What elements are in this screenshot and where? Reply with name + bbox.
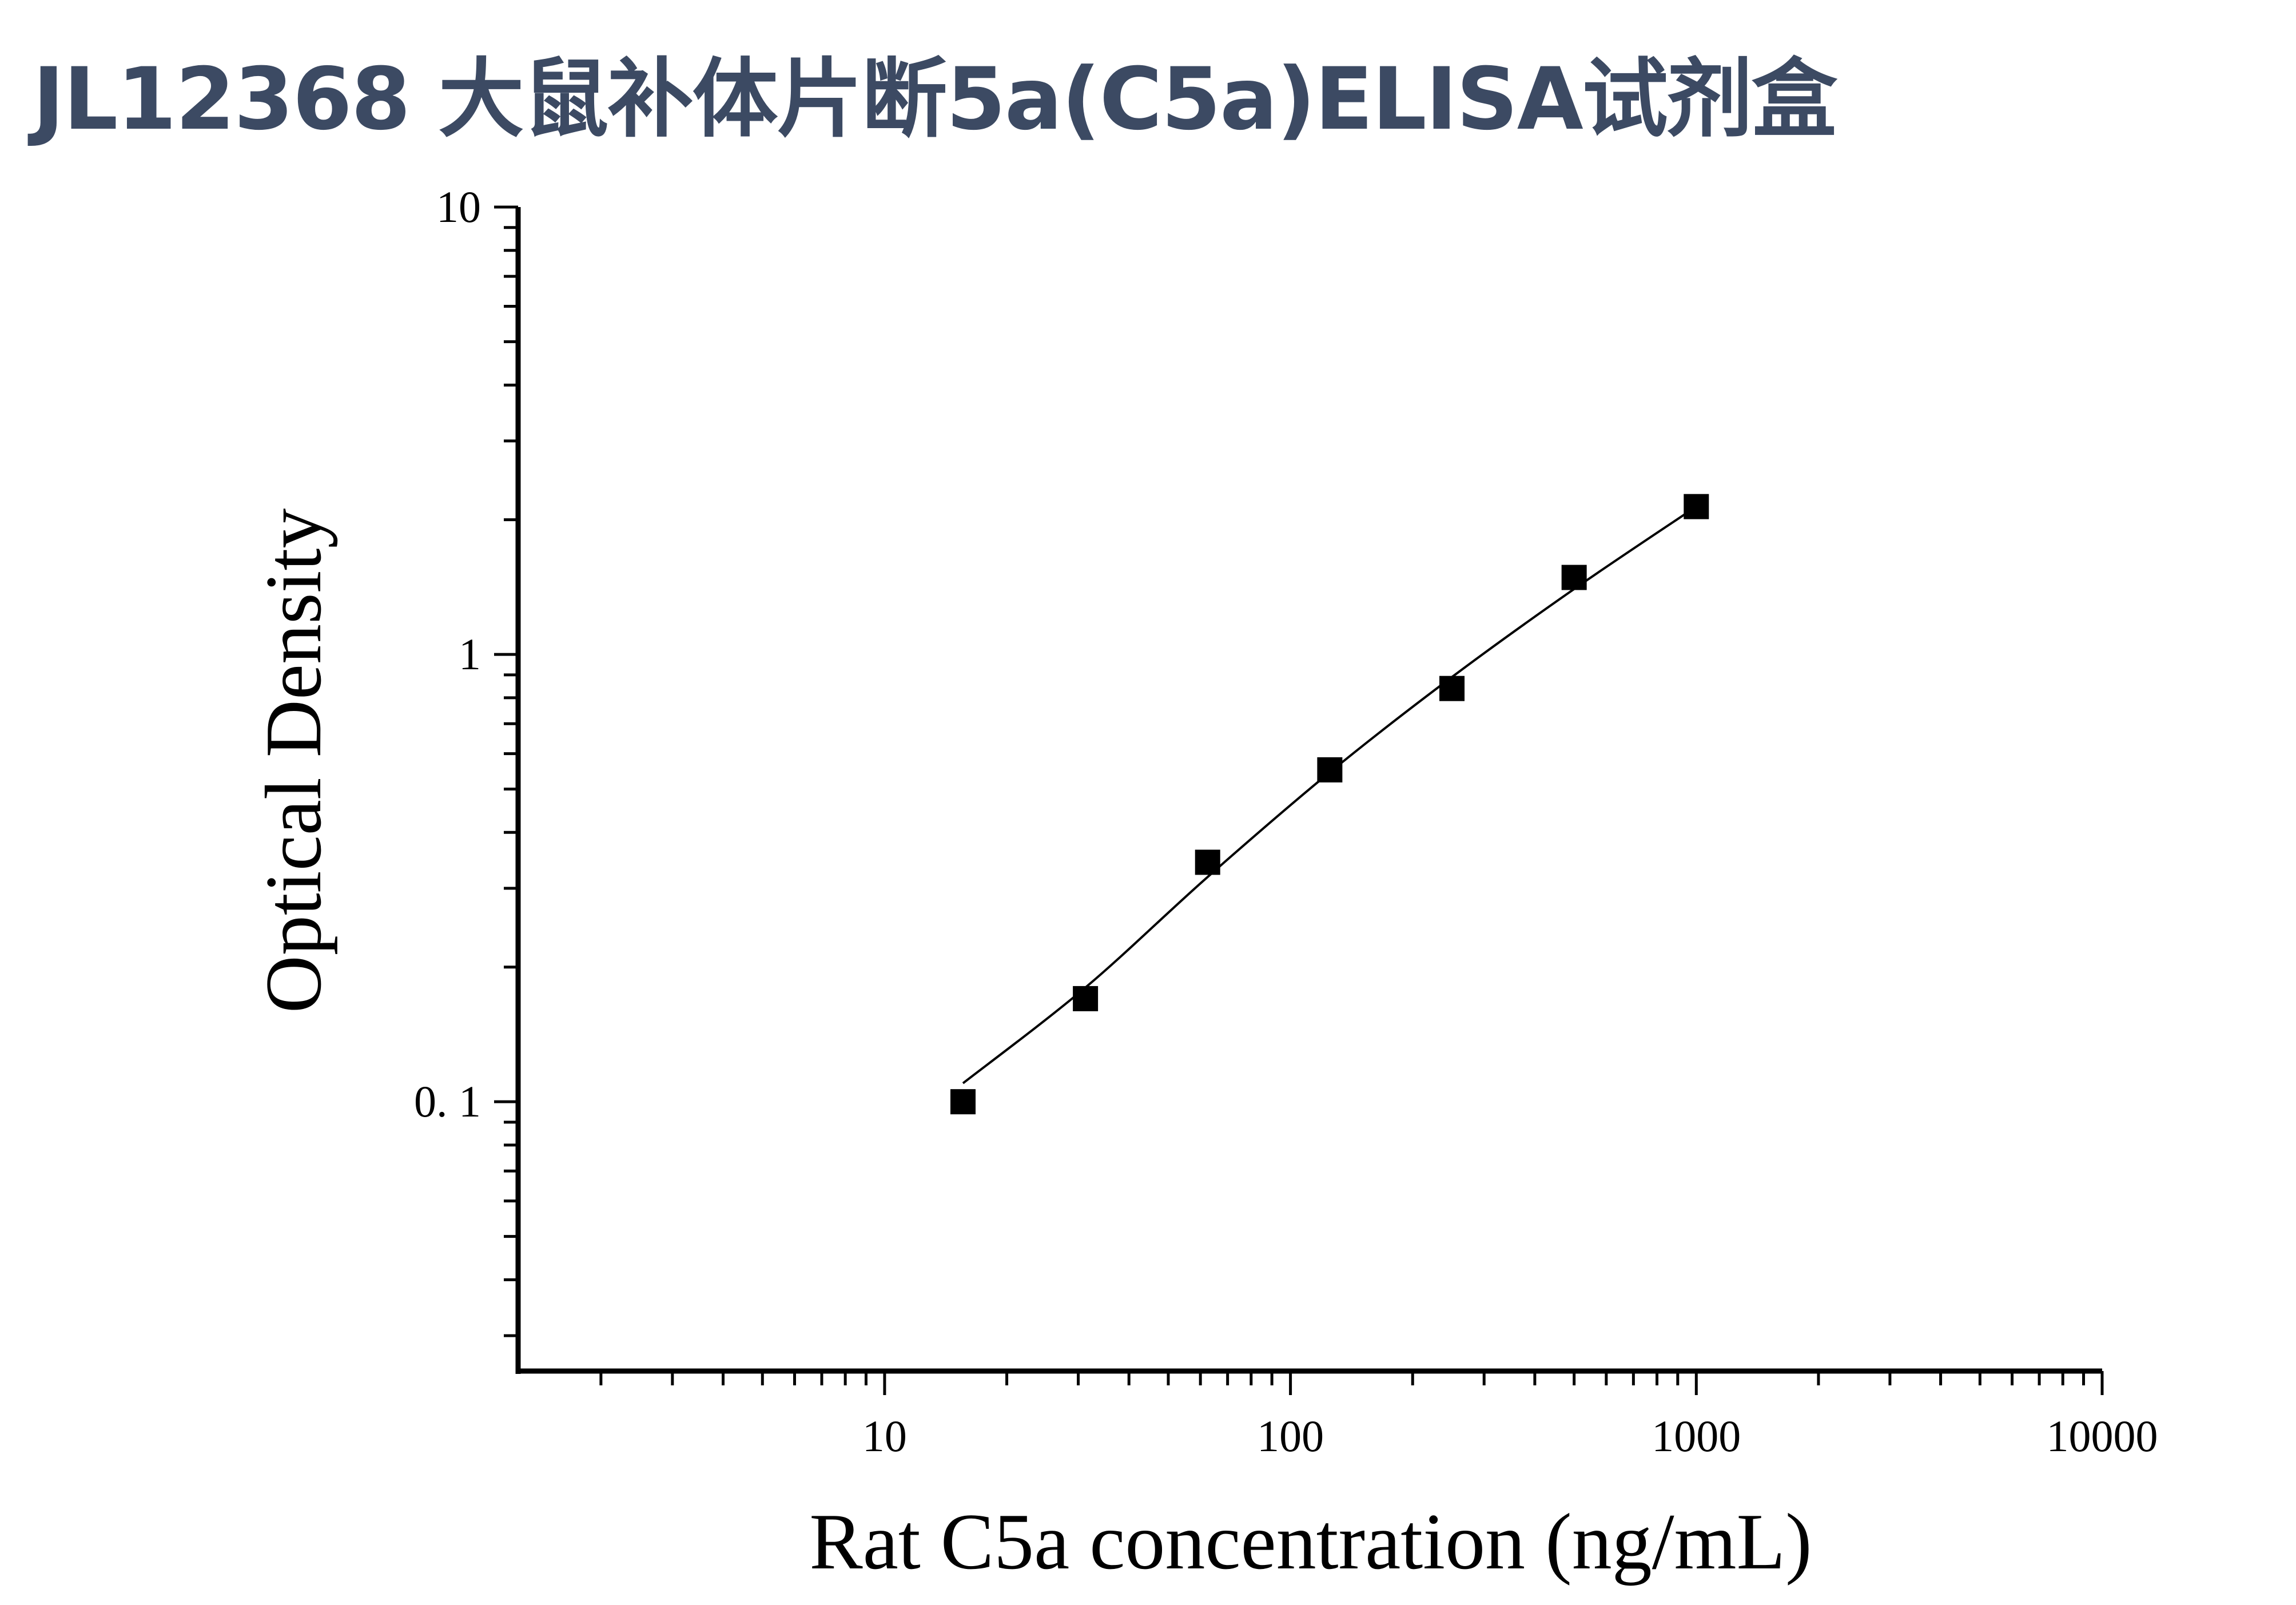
y-tick-label: 1 bbox=[459, 629, 481, 679]
y-tick-label: 0. 1 bbox=[414, 1076, 481, 1126]
y-axis-label: Optical Density bbox=[249, 508, 338, 1014]
axes: 10 100 1000 10000 0. 1 1 10 bbox=[414, 182, 2158, 1461]
x-axis-label: Rat C5a concentration (ng/mL) bbox=[809, 1497, 1812, 1586]
x-tick-label: 1000 bbox=[1652, 1411, 1741, 1461]
y-tick-label: 10 bbox=[436, 182, 481, 232]
x-tick-label: 100 bbox=[1257, 1411, 1324, 1461]
chart-title: JL12368 大鼠补体片断5a(C5a)ELISA试剂盒 bbox=[33, 50, 1837, 149]
data-point-marker bbox=[1684, 494, 1709, 519]
x-tick-label: 10000 bbox=[2047, 1411, 2158, 1461]
data-point-marker bbox=[1439, 676, 1465, 701]
data-point-marker bbox=[1195, 849, 1220, 875]
x-tick-label: 10 bbox=[862, 1411, 907, 1461]
data-point-marker bbox=[950, 1089, 976, 1115]
data-points bbox=[950, 494, 1709, 1115]
data-point-marker bbox=[1317, 757, 1343, 782]
data-point-marker bbox=[1561, 565, 1587, 590]
data-point-marker bbox=[1073, 986, 1099, 1011]
